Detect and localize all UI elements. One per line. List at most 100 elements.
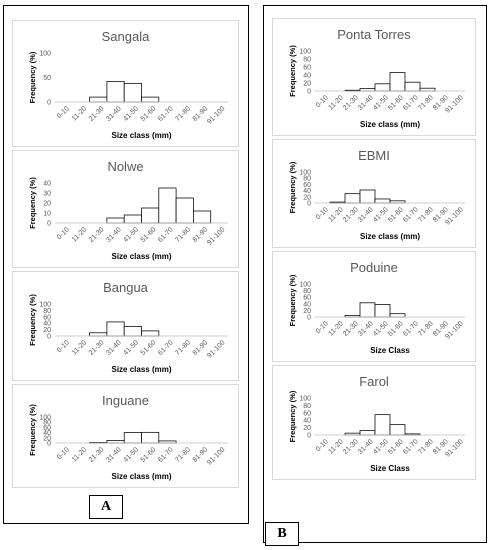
bar	[158, 187, 177, 224]
x-tick-label: 61-70	[157, 339, 175, 357]
y-tick-label: 100	[39, 51, 51, 58]
x-tick-label: 21-30	[88, 105, 106, 123]
panel-a-label: A	[89, 495, 123, 519]
bar	[106, 217, 125, 224]
bar	[344, 193, 361, 204]
x-tick-label: 21-30	[342, 438, 360, 456]
x-axis-label: Size Class	[370, 464, 410, 473]
y-tick-label: 80	[303, 403, 311, 410]
x-tick-label: 71-80	[174, 226, 192, 244]
y-tick-label: 20	[303, 81, 311, 88]
y-tick-label: 30	[43, 191, 51, 198]
x-tick-label: 11-20	[327, 438, 344, 455]
x-tick-label: 11-20	[327, 206, 344, 223]
chart-bangua: Bangua Frequency (%) 0 20 40 60 80 100 0-10 11-20…	[12, 271, 239, 381]
chart-title: Poduine	[350, 260, 398, 275]
x-tick-label: 41-50	[122, 339, 140, 357]
chart-inguane: Inguane Frequency (%) 0 20 40 60 80 100 0-10 11-2…	[12, 384, 239, 488]
x-tick-label: 31-40	[105, 339, 123, 357]
x-tick-label: 31-40	[105, 105, 123, 123]
bar	[374, 304, 391, 318]
chart-title: EBMI	[358, 148, 390, 163]
chart-nolwe: Nolwe Frequency (%) 0 10 20 30 40 0-10 11-20 21-3…	[12, 150, 239, 268]
y-tick-label: 20	[43, 327, 51, 334]
x-tick-label: 91-100	[206, 339, 226, 359]
y-tick-label: 0	[307, 89, 311, 96]
y-tick-label: 20	[303, 194, 311, 201]
bar	[123, 83, 142, 103]
chart-poduine: Poduine Frequency (%) 0 20 40 60 80 100 0-10 11-2…	[272, 251, 476, 362]
y-tick-label: 20	[303, 425, 311, 432]
chart-title: Inguane	[102, 393, 149, 408]
x-tick-label: 21-30	[88, 226, 106, 244]
chart-title: Farol	[359, 374, 389, 389]
x-tick-label: 0-10	[56, 105, 71, 120]
chart-svg: Nolwe Frequency (%) 0 10 20 30 40 0-10 11-20 21-3…	[28, 159, 228, 261]
x-tick-label: 0-10	[56, 226, 71, 241]
x-tick-label: 11-20	[327, 94, 344, 111]
y-tick-label: 100	[39, 415, 51, 422]
y-axis-label: Frequency (%)	[28, 404, 37, 456]
bar	[374, 83, 391, 92]
y-tick-label: 40	[43, 321, 51, 328]
bar	[389, 424, 406, 436]
y-axis-label: Frequency (%)	[28, 294, 37, 346]
x-tick-label: 31-40	[105, 446, 123, 464]
y-tick-label: 0	[47, 221, 51, 228]
chart-title: Nolwe	[107, 159, 143, 174]
chart-sangala: Sangala Frequency (%) 0 50 100 0-10 11-20 21-30…	[12, 20, 239, 147]
x-tick-label: 61-70	[402, 206, 420, 224]
x-axis-label: Size class (mm)	[360, 120, 420, 129]
x-tick-label: 21-30	[342, 320, 360, 338]
bar	[106, 81, 125, 103]
chart-svg: Sangala Frequency (%) 0 50 100 0-10 11-20 21-30…	[28, 29, 228, 140]
bar	[359, 189, 376, 204]
chart-farol: Farol Frequency (%) 0 20 40 60 80 100 0-10 11-20 2…	[272, 365, 476, 480]
x-tick-label: 11-20	[71, 339, 88, 356]
x-tick-label: 41-50	[372, 94, 390, 112]
chart-title: Sangala	[102, 29, 150, 44]
panel-b-frame	[263, 5, 487, 543]
x-tick-label: 21-30	[342, 94, 360, 112]
bar	[419, 87, 436, 92]
x-tick-label: 21-30	[88, 339, 106, 357]
bar	[374, 414, 391, 436]
y-tick-label: 80	[303, 57, 311, 64]
bar	[123, 214, 142, 224]
y-tick-label: 0	[47, 441, 51, 448]
x-tick-label: 31-40	[357, 206, 375, 224]
y-tick-label: 60	[43, 425, 51, 432]
x-tick-label: 51-60	[140, 339, 158, 357]
x-tick-label: 41-50	[122, 105, 140, 123]
x-tick-label: 51-60	[140, 226, 158, 244]
y-tick-label: 40	[303, 188, 311, 195]
bar	[359, 430, 376, 436]
panel-a-frame	[3, 5, 249, 524]
x-tick-label: 41-50	[122, 446, 140, 464]
x-tick-label: 51-60	[387, 438, 405, 456]
y-axis-label: Frequency (%)	[288, 161, 297, 213]
y-tick-label: 60	[303, 295, 311, 302]
x-tick-label: 71-80	[174, 339, 192, 357]
bar	[359, 302, 376, 318]
x-tick-label: 51-60	[387, 94, 405, 112]
y-axis-label: Frequency (%)	[288, 45, 297, 97]
x-tick-label: 31-40	[357, 320, 375, 338]
x-tick-label: 61-70	[157, 226, 175, 244]
y-tick-label: 10	[43, 211, 51, 218]
y-tick-label: 50	[43, 75, 51, 82]
x-axis-label: Size class (mm)	[360, 232, 420, 241]
x-tick-label: 41-50	[122, 226, 140, 244]
y-tick-label: 100	[39, 302, 51, 309]
x-tick-label: 11-20	[71, 105, 88, 122]
x-tick-label: 31-40	[357, 438, 375, 456]
x-tick-label: 61-70	[157, 105, 175, 123]
x-tick-label: 11-20	[71, 226, 88, 243]
x-tick-label: 71-80	[417, 94, 435, 112]
y-tick-label: 60	[43, 314, 51, 321]
bar	[141, 96, 160, 103]
